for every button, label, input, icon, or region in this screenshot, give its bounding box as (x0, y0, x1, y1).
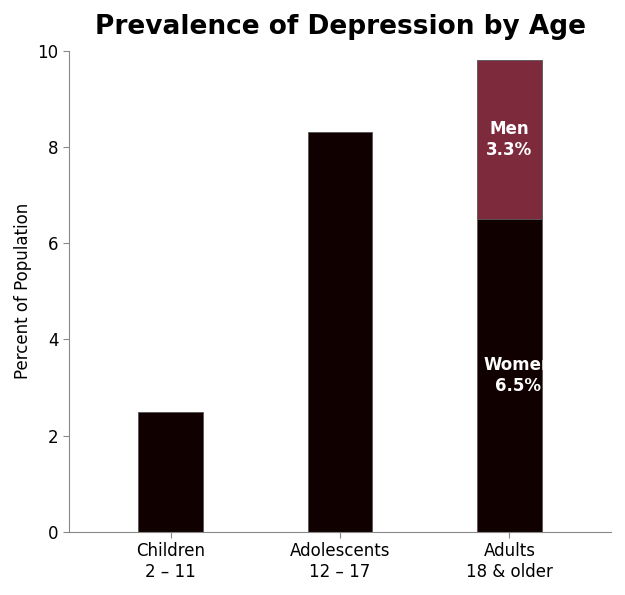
Bar (478, 60, 542, 219)
Y-axis label: Percent of Population: Percent of Population (14, 203, 32, 380)
Bar (139, 412, 203, 532)
Title: Prevalence of Depression by Age: Prevalence of Depression by Age (94, 14, 586, 40)
Bar (478, 219, 542, 532)
Text: Men
3.3%: Men 3.3% (486, 120, 532, 159)
Bar (308, 132, 372, 532)
Text: Women
6.5%: Women 6.5% (483, 356, 552, 395)
